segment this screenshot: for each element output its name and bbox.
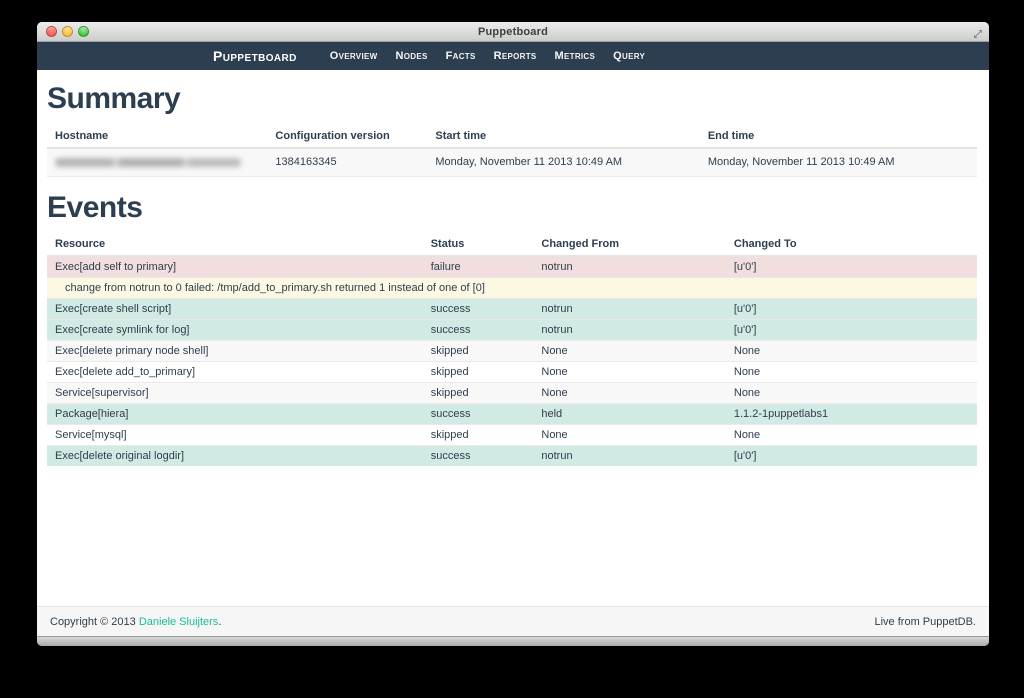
event-changed-to: [u'0'] [725,319,977,341]
live-from-puppetdb-text: Live from PuppetDB. [874,615,977,628]
event-row: Exec[delete primary node shell] skipped … [47,340,977,362]
event-resource: Exec[delete original logdir] [47,445,423,466]
nav-item-facts[interactable]: Facts [445,50,476,62]
event-resource: Package[hiera] [47,403,423,425]
events-col-changed-to: Changed To [725,232,977,257]
event-changed-to: None [725,424,977,446]
copyright-text: Copyright © 2013 Daniele Sluijters. [50,616,221,628]
summary-header-row: Hostname Configuration version Start tim… [47,123,977,149]
event-status: success [422,445,534,466]
browser-window: Puppetboard Puppetboard Overview Nodes F… [37,22,989,646]
event-resource: Service[mysql] [47,424,423,446]
event-status: skipped [422,361,534,383]
minimize-window-button[interactable] [62,26,73,37]
event-row: Exec[create symlink for log] success not… [47,319,977,341]
window-resize-icon[interactable] [973,26,983,44]
summary-row: 1384163345 Monday, November 11 2013 10:4… [47,147,977,177]
event-status: success [422,319,534,341]
event-status: skipped [422,340,534,362]
event-row: Exec[create shell script] success notrun… [47,298,977,320]
event-changed-to: None [725,382,977,404]
event-row: Exec[add self to primary] failure notrun… [47,255,977,278]
event-resource: Exec[delete add_to_primary] [47,361,423,383]
nav-item-reports[interactable]: Reports [493,50,537,62]
event-changed-from: notrun [533,319,726,341]
event-changed-from: None [533,340,726,362]
event-status: success [422,298,534,320]
events-header-row: Resource Status Changed From Changed To [47,232,977,257]
summary-col-end-time: End time [699,123,977,149]
events-title: Events [47,190,143,224]
summary-col-start-time: Start time [427,123,700,149]
copyright-prefix: Copyright © 2013 [50,615,139,628]
event-changed-to: [u'0'] [725,298,977,320]
events-col-resource: Resource [47,232,423,257]
window-titlebar[interactable]: Puppetboard [37,22,989,42]
summary-end-time: Monday, November 11 2013 10:49 AM [699,147,977,177]
summary-title: Summary [47,82,181,115]
event-status: failure [422,255,534,278]
event-row: Service[mysql] skipped None None [47,424,977,446]
event-changed-from: notrun [533,298,726,320]
event-row: Service[supervisor] skipped None None [47,382,977,404]
summary-table: Hostname Configuration version Start tim… [47,123,977,177]
nav-item-metrics[interactable]: Metrics [554,50,596,62]
events-col-status: Status [422,232,534,257]
event-resource: Exec[create shell script] [47,298,423,320]
navbar: Puppetboard Overview Nodes Facts Reports… [37,42,989,70]
event-changed-to: None [725,361,977,383]
hostname-redacted [55,157,241,167]
event-status: skipped [422,424,534,446]
event-changed-from: held [533,403,726,425]
nav-item-query[interactable]: Query [613,50,646,62]
events-table-body: Exec[add self to primary] failure notrun… [47,255,977,466]
event-changed-from: None [533,424,726,446]
event-changed-to: [u'0'] [725,445,977,466]
event-message: change from notrun to 0 failed: /tmp/add… [47,277,977,299]
events-col-changed-from: Changed From [533,232,726,257]
footer: Copyright © 2013 Daniele Sluijters. Live… [37,606,989,636]
window-bottom-bar[interactable] [37,636,989,646]
navbar-brand[interactable]: Puppetboard [213,48,297,64]
event-resource: Exec[delete primary node shell] [47,340,423,362]
summary-col-config-version: Configuration version [267,123,428,149]
event-status: skipped [422,382,534,404]
event-resource: Exec[create symlink for log] [47,319,423,341]
nav-item-nodes[interactable]: Nodes [395,50,428,62]
event-changed-from: None [533,361,726,383]
event-row: Exec[delete original logdir] success not… [47,445,977,466]
event-changed-to: [u'0'] [725,255,977,278]
event-changed-to: 1.1.2-1puppetlabs1 [725,403,977,425]
summary-start-time: Monday, November 11 2013 10:49 AM [427,147,700,177]
window-title: Puppetboard [477,25,549,38]
event-row: Package[hiera] success held 1.1.2-1puppe… [47,403,977,425]
summary-config-version: 1384163345 [267,147,428,177]
event-changed-from: notrun [533,445,726,466]
events-table: Resource Status Changed From Changed To … [47,232,977,466]
event-message-row: change from notrun to 0 failed: /tmp/add… [47,277,977,299]
event-status: success [422,403,534,425]
close-window-button[interactable] [46,26,57,37]
copyright-suffix: . [218,615,222,628]
event-resource: Service[supervisor] [47,382,423,404]
event-resource: Exec[add self to primary] [47,255,423,278]
summary-col-hostname: Hostname [47,123,268,149]
event-changed-from: None [533,382,726,404]
traffic-lights [46,26,89,37]
event-changed-from: notrun [533,255,726,278]
event-row: Exec[delete add_to_primary] skipped None… [47,361,977,383]
summary-hostname-cell [47,147,268,177]
zoom-window-button[interactable] [78,26,89,37]
main-content: Summary Hostname Configuration version S… [37,70,989,606]
author-link[interactable]: Daniele Sluijters [138,615,219,628]
event-changed-to: None [725,340,977,362]
nav-item-overview[interactable]: Overview [329,50,378,62]
